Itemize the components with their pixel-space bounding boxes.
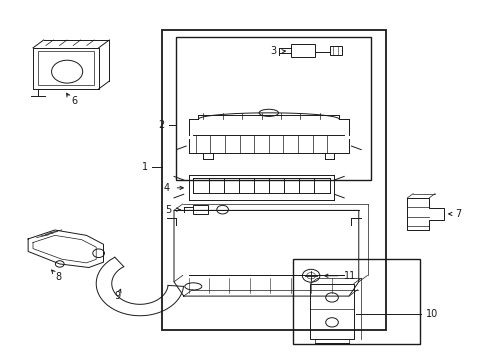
Text: 11: 11 <box>344 271 356 281</box>
Bar <box>329 46 341 55</box>
Text: 3: 3 <box>270 46 276 57</box>
Bar <box>162 30 385 330</box>
Text: 7: 7 <box>454 209 461 219</box>
Bar <box>38 51 94 85</box>
Bar <box>176 37 370 180</box>
Text: 9: 9 <box>114 291 120 301</box>
Text: 4: 4 <box>163 183 169 193</box>
Text: 5: 5 <box>165 204 171 215</box>
Text: 1: 1 <box>142 162 147 172</box>
Text: 8: 8 <box>56 272 61 282</box>
Bar <box>292 258 419 344</box>
Bar <box>290 44 314 57</box>
Bar <box>193 205 207 214</box>
Bar <box>309 284 353 339</box>
Text: 10: 10 <box>425 309 437 319</box>
Text: 6: 6 <box>71 96 77 107</box>
Text: 2: 2 <box>159 120 164 130</box>
